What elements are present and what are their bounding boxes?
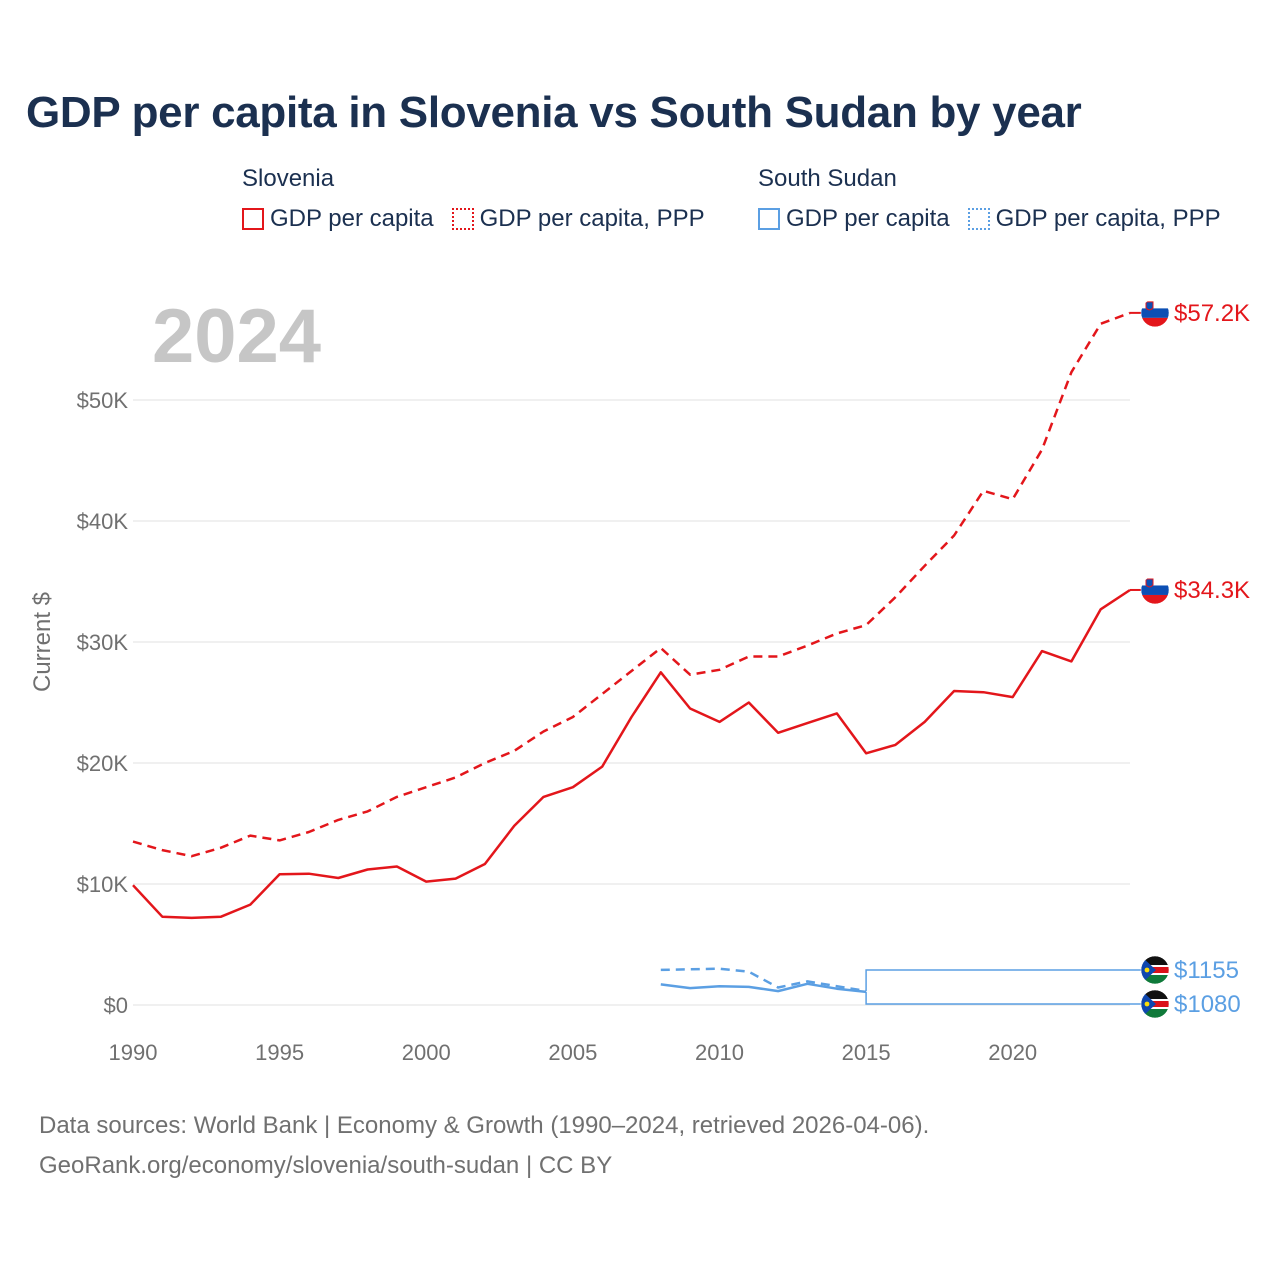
data-source-text: Data sources: World Bank | Economy & Gro…	[39, 1112, 930, 1139]
south-sudan-flag-icon	[1140, 989, 1170, 1019]
x-tick-label: 2020	[988, 1040, 1037, 1065]
end-value-label: $57.2K	[1174, 300, 1250, 327]
y-tick-label: $20K	[77, 751, 129, 776]
x-tick-label: 1990	[109, 1040, 158, 1065]
y-tick-label: $30K	[77, 630, 129, 655]
slovenia-flag-icon	[1140, 298, 1170, 328]
legend-item-south-sudan-ppp[interactable]: GDP per capita, PPP	[967, 205, 1221, 233]
series-line-south_sudan-gdp	[660, 982, 867, 994]
x-tick-label: 2000	[402, 1040, 451, 1065]
x-tick-label: 1995	[255, 1040, 304, 1065]
x-tick-label: 2010	[695, 1040, 744, 1065]
end-value-label: $34.3K	[1174, 577, 1250, 604]
legend-swatch-dotted-red	[451, 208, 474, 230]
legend-swatch-dotted-blue	[967, 208, 990, 230]
slovenia-flag-icon	[1140, 575, 1170, 605]
series-line-slovenia-gdp	[132, 588, 1131, 920]
y-axis-title: Current $	[29, 592, 56, 692]
series-line-slovenia-ppp	[132, 311, 1131, 858]
legend-item-slovenia-ppp[interactable]: GDP per capita, PPP	[451, 205, 705, 233]
legend-slovenia: Slovenia GDP per capita GDP per capita, …	[242, 164, 723, 233]
y-tick-label: $40K	[77, 509, 129, 534]
legend-item-south-sudan-gdp[interactable]: GDP per capita	[758, 205, 950, 233]
chart-title: GDP per capita in Slovenia vs South Suda…	[26, 88, 1082, 137]
y-tick-label: $50K	[77, 388, 129, 413]
legend-item-slovenia-gdp[interactable]: GDP per capita	[242, 205, 434, 233]
legend-label: GDP per capita	[786, 205, 950, 232]
legend-country-south-sudan: South Sudan	[758, 165, 897, 192]
label-connector	[865, 969, 1141, 991]
label-connector	[865, 991, 1141, 1005]
legend-south-sudan: South Sudan GDP per capita GDP per capit…	[758, 164, 1239, 233]
legend-label: GDP per capita	[270, 205, 434, 232]
y-tick-label: $0	[104, 993, 128, 1018]
legend-label: GDP per capita, PPP	[479, 205, 705, 232]
year-label: 2024	[152, 294, 321, 379]
legend-swatch-solid-blue	[758, 208, 780, 230]
series-line-south_sudan-ppp	[660, 967, 867, 993]
legend-swatch-solid-red	[242, 208, 264, 230]
legend-country-slovenia: Slovenia	[242, 165, 335, 192]
legend-label: GDP per capita, PPP	[995, 205, 1221, 232]
south-sudan-flag-icon	[1140, 955, 1170, 985]
end-value-label: $1080	[1174, 991, 1241, 1018]
source-url-text[interactable]: GeoRank.org/economy/slovenia/south-sudan…	[39, 1152, 613, 1179]
x-tick-label: 2015	[842, 1040, 891, 1065]
x-tick-label: 2005	[548, 1040, 597, 1065]
footer: Data sources: World Bank | Economy & Gro…	[39, 1106, 929, 1186]
y-tick-label: $10K	[77, 872, 129, 897]
end-value-label: $1155	[1174, 957, 1239, 984]
